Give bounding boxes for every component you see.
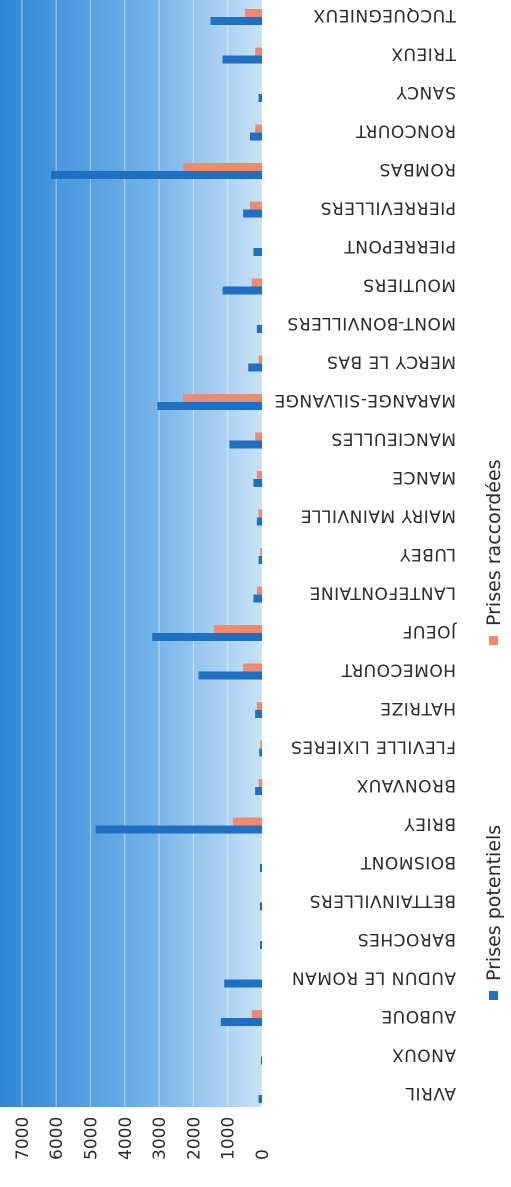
legend-swatch bbox=[489, 636, 498, 645]
bar-prises-potentiels bbox=[258, 1095, 262, 1103]
bar-prises-potentiels bbox=[248, 363, 262, 372]
tick-label: 7000 bbox=[13, 1117, 33, 1160]
bar-prises-raccordees bbox=[258, 779, 262, 787]
gridlines bbox=[21, 0, 263, 1107]
category-label: PIERREVILLERS bbox=[320, 198, 456, 218]
category-label: MANCIEULLES bbox=[331, 429, 456, 449]
category-label: AUBOUE bbox=[381, 1006, 456, 1026]
category-label: RONCOURT bbox=[355, 121, 456, 141]
category-label: BAROCHES bbox=[357, 929, 456, 949]
bar-prises-potentiels bbox=[253, 594, 262, 603]
bar-prises-raccordees bbox=[232, 817, 262, 826]
bar-prises-raccordees bbox=[260, 740, 262, 749]
bar-prises-potentiels bbox=[249, 132, 262, 141]
bar-prises-potentiels bbox=[253, 479, 262, 487]
bar-prises-raccordees bbox=[213, 625, 262, 633]
bar-prises-potentiels bbox=[51, 171, 263, 179]
category-label: MAIRY MAINVILLE bbox=[300, 506, 456, 526]
category-label: HATRIZE bbox=[380, 698, 456, 718]
bar-prises-potentiels bbox=[258, 556, 262, 564]
category-label: TRIEUX bbox=[391, 44, 457, 64]
category-label: BETTAINVILLERS bbox=[309, 891, 456, 911]
category-label: JOEUF bbox=[402, 621, 457, 641]
category-label: MANCE bbox=[392, 467, 456, 487]
bar-prises-potentiels bbox=[256, 517, 262, 526]
category-label: BRIEY bbox=[404, 814, 456, 834]
bar-prises-potentiels bbox=[220, 1018, 262, 1026]
bar-prises-potentiels bbox=[256, 325, 262, 333]
category-label: LANTEFONTAINE bbox=[309, 583, 456, 603]
tick-labels: 0 1000 2000 3000 4000 5000 6000 7000 bbox=[13, 1117, 273, 1160]
category-label: MONT-BONVILLERS bbox=[287, 313, 456, 333]
category-label: BRONVAUX bbox=[356, 775, 456, 795]
bar-prises-potentiels bbox=[210, 17, 262, 25]
tick-label: 2000 bbox=[184, 1117, 204, 1160]
category-label: FLEVILLE LIXIERES bbox=[291, 737, 456, 757]
category-label: ROMBAS bbox=[379, 159, 456, 179]
category-label: MARANGE-SILVANGE bbox=[274, 390, 456, 410]
bar-prises-potentiels bbox=[198, 671, 262, 680]
bar-prises-raccordees bbox=[256, 702, 262, 710]
legend-label: Prises raccordées bbox=[483, 459, 505, 626]
bar-prises-raccordees bbox=[244, 9, 262, 17]
category-label: PIERREPONT bbox=[344, 236, 456, 256]
tick-label: 0 bbox=[253, 1149, 273, 1160]
category-label: SANCY bbox=[396, 82, 456, 102]
bar-prises-raccordees bbox=[260, 548, 262, 556]
bar-prises-potentiels bbox=[243, 209, 262, 218]
legend-swatch bbox=[489, 991, 498, 1000]
category-label: HOMECOURT bbox=[341, 660, 456, 680]
bar-prises-potentiels bbox=[229, 440, 262, 449]
legend: Prises potentiels Prises raccordées bbox=[483, 459, 505, 1000]
category-label: AVRIL bbox=[405, 1083, 456, 1103]
bar-prises-potentiels bbox=[224, 979, 262, 988]
bar-prises-potentiels bbox=[259, 748, 262, 757]
bar-prises-potentiels bbox=[259, 864, 262, 872]
bar-prises-potentiels bbox=[253, 248, 262, 256]
bar-prises-raccordees bbox=[255, 432, 262, 441]
category-label: ANOUX bbox=[392, 1045, 456, 1065]
bar-prises-potentiels bbox=[255, 787, 262, 795]
category-label: TUCQUEGNIEUX bbox=[313, 5, 457, 25]
bar-prises-potentiels bbox=[255, 710, 262, 718]
bar-prises-raccordees bbox=[255, 47, 262, 56]
bar-prises-raccordees bbox=[251, 278, 262, 287]
bar-prises-potentiels bbox=[152, 633, 262, 641]
category-label: AUDUN LE ROMAN bbox=[291, 968, 456, 988]
tick-label: 4000 bbox=[116, 1117, 136, 1160]
bar-prises-raccordees bbox=[183, 394, 262, 402]
tick-label: 3000 bbox=[150, 1117, 170, 1160]
tick-label: 5000 bbox=[82, 1117, 102, 1160]
bar-prises-potentiels bbox=[222, 286, 262, 295]
category-label: MERCY LE BAS bbox=[327, 352, 456, 372]
bar-prises-raccordees bbox=[243, 663, 262, 672]
bar-prises-potentiels bbox=[95, 825, 263, 834]
bar-prises-raccordees bbox=[256, 586, 262, 595]
bars bbox=[51, 9, 263, 1103]
category-label: BOISMONT bbox=[360, 852, 456, 872]
bar-prises-potentiels bbox=[260, 1056, 262, 1065]
bar-prises-potentiels bbox=[157, 402, 262, 410]
category-label: MOUTIERS bbox=[363, 275, 456, 295]
bar-prises-raccordees bbox=[256, 471, 262, 479]
legend-label: Prises potentiels bbox=[483, 825, 505, 981]
bar-prises-potentiels bbox=[259, 902, 262, 911]
bar-prises-potentiels bbox=[258, 94, 262, 102]
bar-prises-raccordees bbox=[249, 201, 262, 210]
bar-prises-potentiels bbox=[222, 55, 262, 64]
bar-prises-raccordees bbox=[183, 163, 262, 171]
bar-prises-raccordees bbox=[258, 355, 262, 364]
tick-label: 6000 bbox=[47, 1117, 67, 1160]
bar-prises-raccordees bbox=[255, 124, 262, 133]
category-label: LUBEY bbox=[400, 544, 456, 564]
plot-background bbox=[0, 0, 262, 1107]
category-labels: AVRIL ANOUX AUBOUE AUDUN LE ROMAN BAROCHES BE… bbox=[274, 5, 457, 1103]
bar-prises-potentiels bbox=[259, 941, 262, 949]
tick-label: 1000 bbox=[219, 1117, 239, 1160]
bar-prises-raccordees bbox=[258, 509, 262, 518]
bar-prises-raccordees bbox=[251, 1010, 262, 1018]
